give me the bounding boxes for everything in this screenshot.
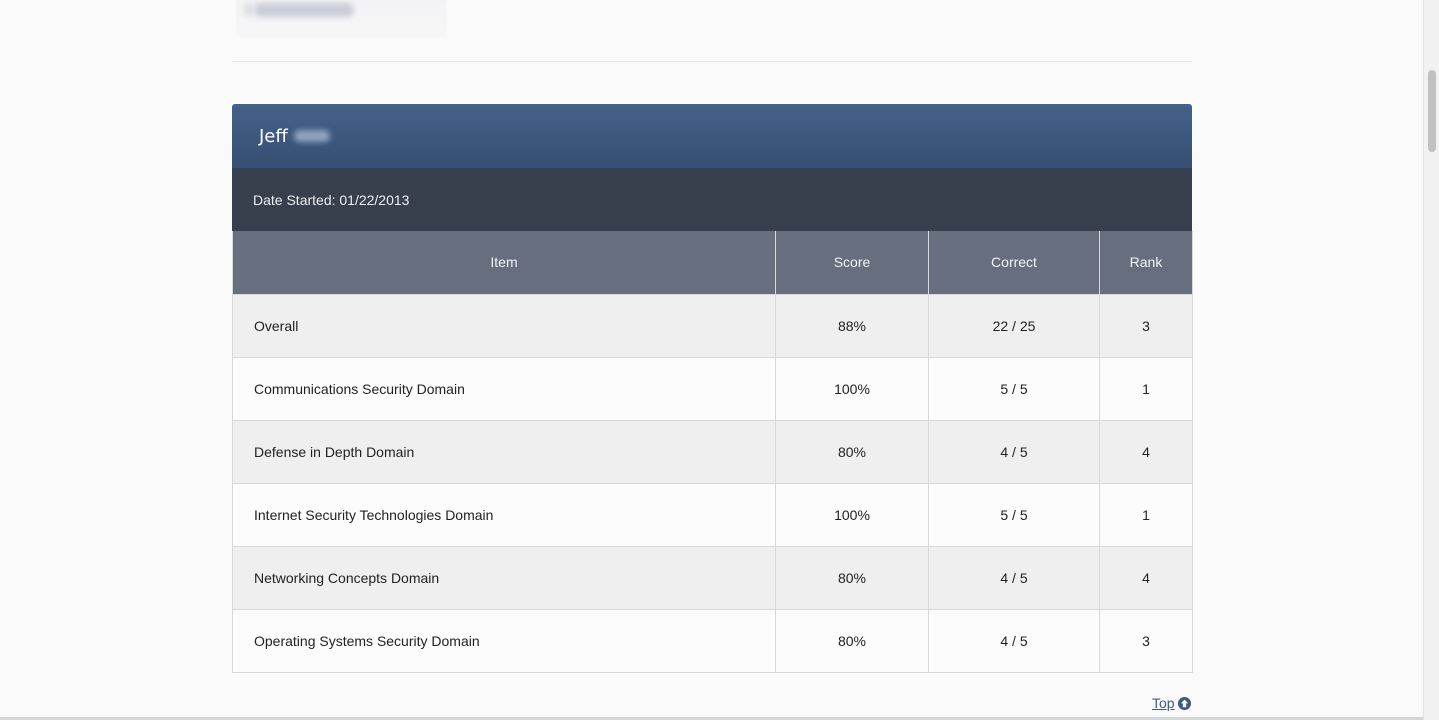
vertical-scrollbar[interactable]: [1423, 0, 1439, 720]
table-row: Networking Concepts Domain 80% 4 / 5 4: [232, 545, 1193, 610]
cell-score: 100%: [775, 356, 929, 421]
cell-item: Internet Security Technologies Domain: [232, 482, 776, 547]
cell-correct: 4 / 5: [928, 419, 1100, 484]
table-row: Defense in Depth Domain 80% 4 / 5 4: [232, 419, 1193, 484]
table-row: Overall 88% 22 / 25 3: [232, 293, 1193, 358]
user-name: Jeff: [259, 125, 288, 147]
table-row: Operating Systems Security Domain 80% 4 …: [232, 608, 1193, 673]
cell-item: Overall: [232, 293, 776, 358]
arrow-up-icon[interactable]: [1177, 696, 1191, 710]
column-header-item: Item: [232, 231, 776, 295]
column-header-correct: Correct: [928, 231, 1100, 295]
table-row: Internet Security Technologies Domain 10…: [232, 482, 1193, 547]
cell-score: 88%: [775, 293, 929, 358]
cell-rank: 3: [1099, 293, 1193, 358]
cell-score: 100%: [775, 482, 929, 547]
cell-rank: 4: [1099, 545, 1193, 610]
cell-rank: 1: [1099, 356, 1193, 421]
column-header-rank: Rank: [1099, 231, 1193, 295]
back-to-top-link[interactable]: Top: [1152, 695, 1191, 711]
cell-correct: 4 / 5: [928, 608, 1100, 673]
cell-correct: 4 / 5: [928, 545, 1100, 610]
blurred-site-header: [236, 0, 446, 38]
cell-rank: 4: [1099, 419, 1193, 484]
cell-item: Communications Security Domain: [232, 356, 776, 421]
cell-item: Operating Systems Security Domain: [232, 608, 776, 673]
cell-rank: 1: [1099, 482, 1193, 547]
table-header-row: Item Score Correct Rank: [232, 231, 1193, 295]
cell-score: 80%: [775, 608, 929, 673]
redacted-surname: [293, 130, 330, 142]
bottom-edge: [0, 717, 1423, 720]
table-row: Communications Security Domain 100% 5 / …: [232, 356, 1193, 421]
cell-item: Networking Concepts Domain: [232, 545, 776, 610]
cell-correct: 5 / 5: [928, 356, 1100, 421]
cell-item: Defense in Depth Domain: [232, 419, 776, 484]
cell-correct: 22 / 25: [928, 293, 1100, 358]
scrollbar-thumb[interactable]: [1428, 70, 1436, 152]
panel-header: Jeff: [232, 104, 1192, 169]
back-to-top-label[interactable]: Top: [1152, 695, 1175, 711]
header-divider: [232, 61, 1192, 62]
results-table: Item Score Correct Rank Overall 88% 22 /…: [232, 231, 1193, 673]
column-header-score: Score: [775, 231, 929, 295]
date-started-bar: Date Started: 01/22/2013: [232, 169, 1192, 231]
results-panel: Jeff Date Started: 01/22/2013 Item Score…: [232, 104, 1193, 673]
cell-score: 80%: [775, 545, 929, 610]
cell-score: 80%: [775, 419, 929, 484]
cell-correct: 5 / 5: [928, 482, 1100, 547]
date-started-label: Date Started: 01/22/2013: [253, 192, 410, 208]
cell-rank: 3: [1099, 608, 1193, 673]
